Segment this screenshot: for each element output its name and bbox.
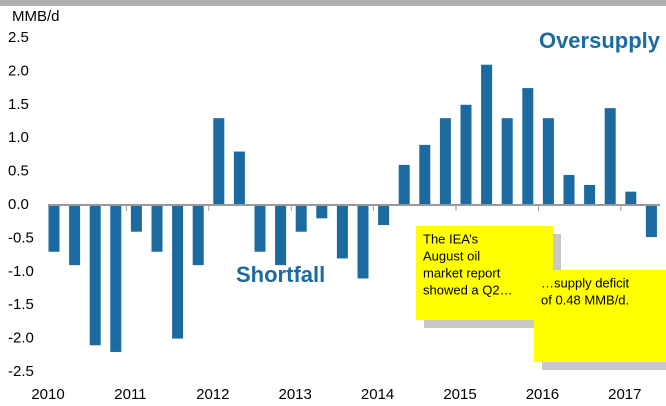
bar [295, 205, 307, 232]
bar [316, 205, 328, 219]
bar [275, 205, 287, 266]
bar [378, 205, 390, 226]
x-tick-label: 2012 [196, 386, 229, 403]
bar [398, 164, 410, 205]
y-tick-label: -1.5 [8, 296, 34, 313]
shortfall-label: Shortfall [236, 262, 325, 287]
bar [69, 205, 81, 266]
x-tick-label: 2013 [279, 386, 312, 403]
x-tick-label: 2011 [114, 386, 146, 403]
callout-text: of 0.48 MMB/d. [541, 292, 629, 307]
bar [172, 205, 184, 339]
y-tick-label: 1.5 [8, 96, 29, 113]
y-tick-label: 1.0 [8, 129, 29, 146]
bar [357, 205, 369, 279]
x-tick-label: 2010 [31, 386, 64, 403]
y-tick-label: 2.5 [8, 29, 29, 46]
y-tick-label: -0.5 [8, 229, 34, 246]
callout-box [534, 270, 666, 362]
x-tick-label: 2017 [608, 386, 641, 403]
y-tick-label: 0.5 [8, 163, 29, 180]
callout-box [416, 226, 553, 320]
bar [110, 205, 122, 352]
bar [542, 118, 554, 205]
bar [151, 205, 163, 252]
bar [439, 118, 451, 205]
callout-text: The IEA’s [423, 231, 479, 246]
callout-text: showed a Q2… [423, 282, 513, 297]
bar [336, 205, 348, 259]
bar [645, 205, 657, 238]
bar [254, 205, 266, 252]
bar [213, 118, 225, 205]
bar [419, 144, 431, 205]
bar [233, 151, 245, 205]
x-tick-label: 2016 [526, 386, 559, 403]
y-tick-label: -2.0 [8, 330, 34, 347]
x-tick-label: 2014 [361, 386, 394, 403]
bar [625, 191, 637, 205]
top-bar [0, 0, 666, 6]
bar [604, 108, 616, 205]
x-tick-label: 2015 [443, 386, 476, 403]
y-tick-label: -2.5 [8, 363, 34, 380]
bar [460, 104, 472, 205]
y-tick-label: -1.0 [8, 263, 34, 280]
bar [89, 205, 101, 346]
bars [48, 64, 657, 352]
bar [48, 205, 60, 252]
bar [522, 88, 534, 205]
bar [501, 118, 513, 205]
bar [584, 184, 596, 205]
y-axis-label: MMB/d [12, 8, 60, 25]
callout-text: market report [423, 265, 501, 280]
bar [192, 205, 204, 266]
y-tick-label: 2.0 [8, 62, 29, 79]
callout-text: August oil [423, 248, 480, 263]
y-tick-label: 0.0 [8, 196, 29, 213]
callout-text: …supply deficit [541, 275, 630, 290]
bar [130, 205, 142, 232]
bar [481, 64, 493, 205]
oversupply-label: Oversupply [539, 28, 661, 53]
bar [563, 174, 575, 205]
